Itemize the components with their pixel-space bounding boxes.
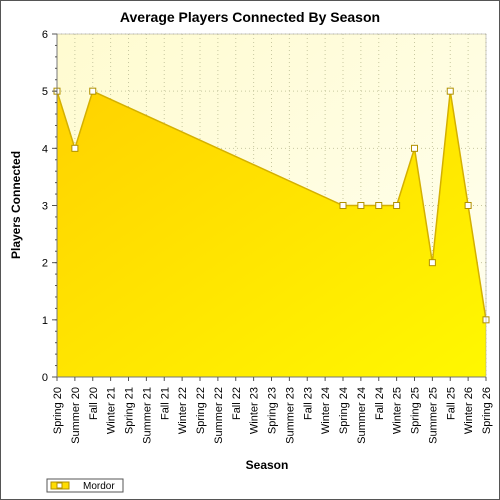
data-point[interactable]	[339, 202, 347, 209]
x-tick-label: Fall 22	[231, 387, 243, 420]
x-axis-title: Season	[246, 458, 289, 472]
legend-label-mordor: Mordor	[83, 481, 115, 492]
x-tick-label: Spring 22	[195, 387, 207, 434]
x-tick-label: Spring 21	[124, 387, 136, 434]
x-tick-label: Summer 25	[427, 387, 439, 444]
x-tick-label: Summer 20	[70, 387, 82, 444]
data-point[interactable]	[71, 144, 79, 152]
y-axis-title: Players Connected	[9, 151, 23, 259]
legend: Mordor	[46, 478, 124, 493]
x-tick-label: Summer 23	[284, 387, 296, 444]
y-tick-label: 2	[42, 258, 48, 270]
x-tick-label: Summer 21	[141, 387, 153, 444]
x-tick-label: Summer 22	[213, 387, 225, 444]
x-tick-label: Spring 25	[410, 387, 422, 434]
legend-marker	[56, 482, 63, 489]
y-tick-label: 4	[42, 143, 48, 155]
x-tick-label: Winter 26	[463, 387, 475, 434]
data-point[interactable]	[89, 87, 97, 95]
x-tick-label: Summer 24	[356, 387, 368, 444]
data-point[interactable]	[428, 259, 436, 267]
data-point[interactable]	[464, 202, 472, 209]
y-tick-label: 1	[42, 315, 48, 327]
data-point[interactable]	[357, 202, 365, 209]
y-tick-label: 0	[42, 372, 48, 384]
x-tick-label: Winter 22	[177, 387, 189, 434]
x-tick-label: Spring 26	[481, 387, 493, 434]
x-tick-label: Winter 25	[392, 387, 404, 434]
x-tick-label: Winter 24	[320, 387, 332, 434]
x-tick-label: Winter 23	[249, 387, 261, 434]
data-point[interactable]	[411, 144, 418, 152]
x-tick-label: Fall 23	[302, 387, 314, 420]
data-point[interactable]	[393, 202, 401, 209]
x-tick-label: Fall 21	[159, 387, 171, 420]
y-tick-label: 6	[42, 29, 48, 41]
data-point[interactable]	[375, 202, 383, 209]
chart-title: Average Players Connected By Season	[120, 9, 380, 25]
y-tick-label: 3	[42, 201, 48, 213]
x-tick-label: Fall 20	[88, 387, 100, 420]
x-tick-label: Spring 24	[338, 387, 350, 434]
data-point[interactable]	[446, 87, 454, 95]
x-tick-label: Spring 23	[267, 387, 279, 434]
x-tick-label: Winter 21	[106, 387, 118, 434]
series-area-mordor	[57, 91, 486, 378]
x-tick-label: Spring 20	[52, 387, 64, 434]
x-tick-label: Fall 24	[374, 387, 386, 420]
series-line-mordor	[56, 90, 487, 320]
y-tick-label: 5	[42, 86, 48, 98]
x-tick-label: Fall 25	[445, 387, 457, 420]
